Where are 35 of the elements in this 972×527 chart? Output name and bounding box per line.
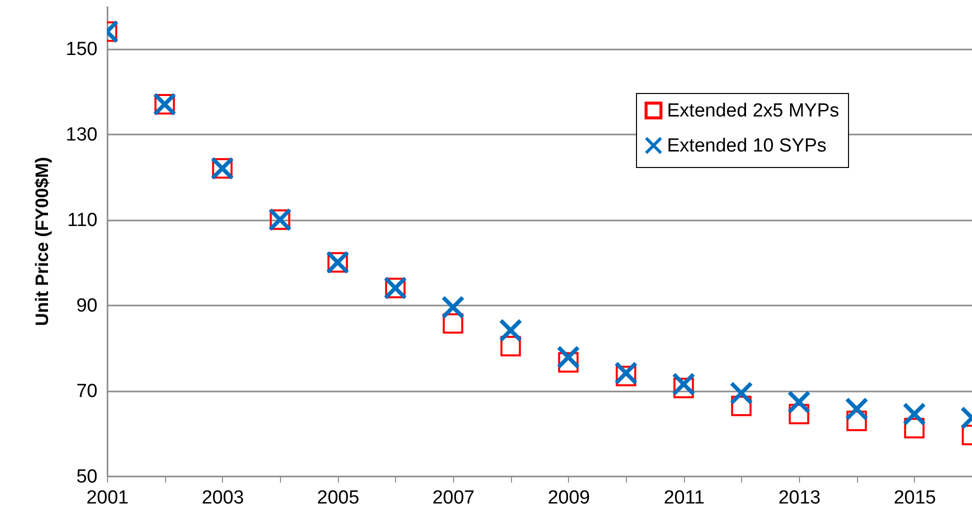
y-tick-label: 110	[67, 210, 98, 232]
point	[498, 318, 522, 342]
point	[788, 404, 810, 424]
point	[730, 381, 754, 405]
legend-label: Extended 2x5 MYPs	[667, 100, 840, 122]
y-tick-label: 150	[66, 39, 98, 60]
x-tick-label: 2011	[664, 488, 705, 508]
point	[844, 397, 868, 421]
point	[441, 295, 465, 319]
y-tick-label: 90	[76, 296, 98, 317]
legend-label: Extended 10 SYPs	[667, 136, 826, 156]
x-tick-label: 2007	[432, 488, 475, 508]
x-tick-label: 2003	[202, 488, 244, 508]
point	[442, 313, 464, 334]
x-tick-label: 2001	[86, 488, 129, 508]
point	[500, 336, 521, 356]
point	[672, 372, 696, 396]
point	[616, 366, 636, 386]
point	[556, 345, 580, 369]
point	[846, 410, 867, 432]
y-tick-label: 50	[76, 466, 98, 488]
point	[904, 418, 925, 438]
x-tick-label: 2015	[894, 488, 936, 508]
point	[614, 361, 638, 385]
x-tick-label: 2009	[548, 488, 590, 508]
y-tick-label: 130	[66, 124, 98, 146]
y-axis-title: Unit Price (FY00$M)	[32, 156, 52, 326]
point	[673, 378, 694, 398]
point	[902, 402, 926, 426]
x-tick-label: 2005	[317, 488, 360, 508]
point	[731, 396, 752, 416]
point	[558, 352, 579, 373]
y-tick-label: 70	[76, 381, 98, 402]
x-tick-label: 2013	[778, 488, 821, 508]
point	[787, 390, 811, 414]
